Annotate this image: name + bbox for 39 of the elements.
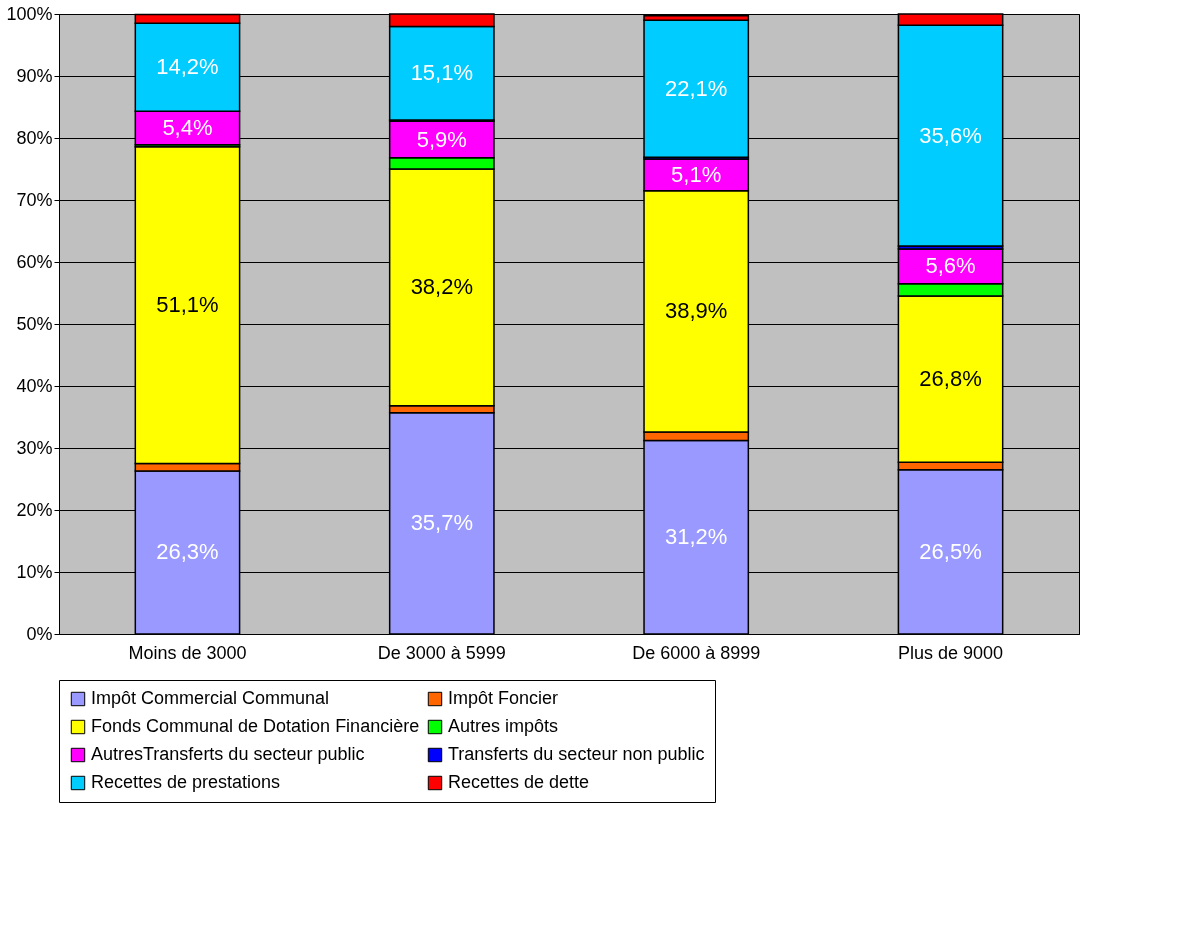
data-label: 51,1% — [156, 292, 219, 318]
x-tick-label: Plus de 9000 — [898, 642, 1004, 663]
y-tick-label: 20% — [16, 499, 53, 520]
legend-label: Impôt Foncier — [448, 688, 559, 708]
y-tick-label: 0% — [26, 623, 53, 644]
data-label: 5,9% — [416, 126, 467, 152]
data-label: 38,2% — [410, 274, 474, 300]
data-label: 35,7% — [410, 510, 474, 536]
legend-label: Impôt Commercial Communal — [91, 688, 330, 708]
x-tick-label: De 6000 à 8999 — [632, 642, 761, 663]
data-label: 5,6% — [925, 253, 976, 279]
data-label: 5,4% — [162, 115, 213, 141]
data-label: 15,1% — [410, 60, 474, 86]
x-tick-label: De 3000 à 5999 — [377, 642, 506, 663]
y-tick-label: 30% — [16, 437, 53, 458]
legend-label: Recettes de dette — [448, 772, 590, 792]
legend-label: Recettes de prestations — [91, 772, 281, 792]
data-label: 35,6% — [919, 122, 982, 148]
y-tick-label: 40% — [16, 375, 53, 396]
y-tick-label: 100% — [6, 3, 53, 24]
x-tick-label: Moins de 3000 — [128, 642, 247, 663]
y-tick-label: 50% — [16, 313, 53, 334]
y-tick-label: 80% — [16, 127, 53, 148]
data-label: 26,3% — [156, 539, 219, 565]
data-label: 38,9% — [664, 298, 728, 324]
legend-label: AutresTransferts du secteur public — [91, 744, 365, 764]
data-label: 14,2% — [156, 54, 219, 80]
data-label: 22,1% — [664, 75, 728, 101]
data-label: 26,8% — [919, 366, 982, 392]
y-tick-label: 60% — [16, 251, 53, 272]
y-tick-label: 90% — [16, 65, 53, 86]
legend-label: Autres impôts — [448, 716, 559, 736]
data-label: 26,5% — [919, 538, 982, 564]
data-label: 31,2% — [664, 524, 728, 550]
data-label: 5,1% — [671, 161, 722, 187]
y-tick-label: 70% — [16, 189, 53, 210]
legend-label: Fonds Communal de Dotation Financière — [91, 716, 420, 736]
y-tick-label: 10% — [16, 561, 53, 582]
legend-label: Transferts du secteur non public — [448, 744, 705, 764]
